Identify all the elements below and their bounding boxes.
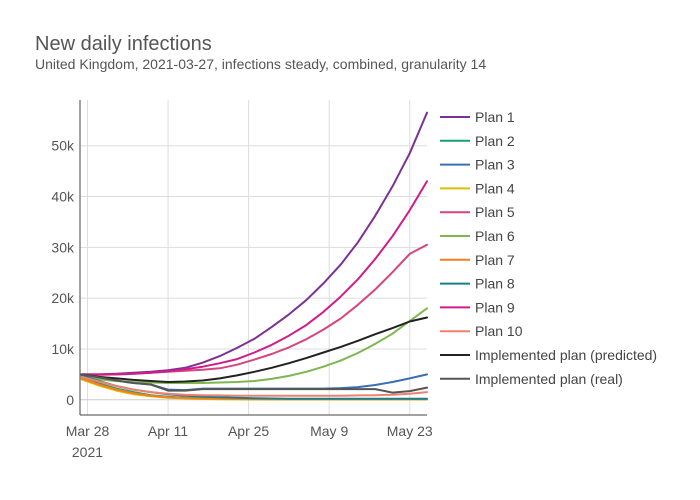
legend-item[interactable]: Plan 8	[440, 276, 515, 292]
legend-item[interactable]: Plan 6	[440, 228, 515, 244]
legend-item[interactable]: Plan 2	[440, 133, 515, 149]
chart-subtitle: United Kingdom, 2021-03-27, infections s…	[35, 56, 486, 72]
legend-item[interactable]: Plan 5	[440, 204, 515, 220]
x-tick-label: Apr 11	[148, 423, 188, 439]
legend-item[interactable]: Plan 9	[440, 299, 515, 315]
legend-label: Plan 2	[475, 133, 515, 149]
y-tick-label: 0	[66, 392, 74, 408]
x-tick-label: Mar 28	[66, 423, 110, 439]
legend: Plan 1 Plan 2 Plan 3 Plan 4 Plan 5 Plan 6 Plan…	[440, 109, 657, 387]
grid-lines	[80, 100, 427, 415]
y-tick-label: 30k	[51, 239, 75, 255]
x-axis: Mar 28 Apr 11 Apr 25 May 9 May 23 2021	[66, 423, 433, 460]
legend-label: Plan 3	[475, 157, 515, 173]
series-line-6[interactable]	[80, 307, 428, 384]
legend-label: Plan 10	[475, 323, 523, 339]
legend-item[interactable]: Plan 7	[440, 252, 515, 268]
legend-label: Plan 1	[475, 109, 515, 125]
x-tick-label: Apr 25	[228, 423, 269, 439]
y-tick-label: 50k	[51, 138, 75, 154]
legend-label: Implemented plan (predicted)	[475, 347, 657, 363]
y-axis: 0 10k 20k 30k 40k 50k	[51, 138, 75, 408]
legend-label: Implemented plan (real)	[475, 371, 623, 387]
legend-item[interactable]: Implemented plan (predicted)	[440, 347, 657, 363]
series-line-10[interactable]	[80, 375, 428, 397]
legend-item[interactable]: Plan 3	[440, 157, 515, 173]
legend-item[interactable]: Plan 1	[440, 109, 515, 125]
legend-label: Plan 8	[475, 276, 515, 292]
y-tick-label: 40k	[51, 189, 75, 205]
legend-label: Plan 4	[475, 180, 515, 196]
y-tick-label: 20k	[51, 290, 75, 306]
plot-series	[80, 111, 428, 401]
series-line-9[interactable]	[80, 180, 428, 376]
legend-item[interactable]: Plan 4	[440, 180, 515, 196]
legend-item[interactable]: Plan 10	[440, 323, 523, 339]
x-tick-label: May 9	[310, 423, 348, 439]
legend-item[interactable]: Implemented plan (real)	[440, 371, 623, 387]
series-line-11[interactable]	[80, 316, 428, 383]
y-tick-label: 10k	[51, 341, 75, 357]
chart-title: New daily infections	[35, 33, 212, 55]
legend-label: Plan 5	[475, 204, 515, 220]
legend-label: Plan 9	[475, 299, 515, 315]
legend-label: Plan 7	[475, 252, 515, 268]
legend-label: Plan 6	[475, 228, 515, 244]
x-tick-label: May 23	[387, 423, 433, 439]
x-tick-sublabel: 2021	[72, 444, 103, 460]
axis-lines	[79, 100, 427, 416]
series-line-12[interactable]	[80, 373, 428, 394]
